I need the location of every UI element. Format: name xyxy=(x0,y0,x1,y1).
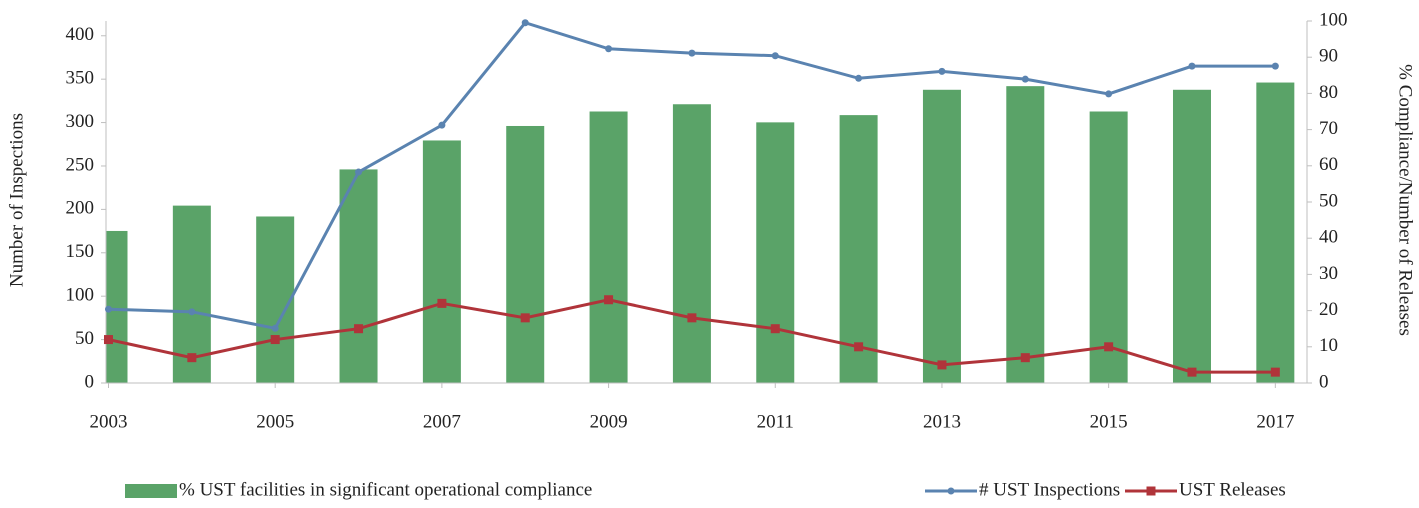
bar xyxy=(756,122,795,384)
x-tick-label: 2003 xyxy=(90,411,128,432)
x-tick-label: 2013 xyxy=(923,411,961,432)
bar xyxy=(1172,89,1211,383)
y-axis-title: Number of Inspections xyxy=(6,113,27,287)
bar xyxy=(922,89,961,383)
y-tick-label: 100 xyxy=(66,285,95,306)
legend-marker xyxy=(947,487,955,495)
y2-axis-title: % Compliance/Number of Releases xyxy=(1395,64,1416,336)
legend-label: # UST Inspections xyxy=(979,479,1120,500)
y2-tick-label: 100 xyxy=(1319,9,1348,30)
legend-marker xyxy=(1146,486,1156,496)
y2-tick-label: 70 xyxy=(1319,118,1338,139)
y2-tick-label: 80 xyxy=(1319,82,1338,103)
legend-label: % UST facilities in significant operatio… xyxy=(179,479,592,500)
marker xyxy=(438,121,446,129)
marker xyxy=(938,67,946,75)
y-tick-label: 400 xyxy=(66,24,95,45)
bar xyxy=(1006,86,1045,383)
bar xyxy=(422,140,461,383)
bar xyxy=(339,169,378,383)
bar xyxy=(589,111,628,383)
marker xyxy=(687,313,697,323)
legend-label: UST Releases xyxy=(1179,479,1286,500)
y2-tick-label: 10 xyxy=(1319,335,1338,356)
marker xyxy=(437,298,447,308)
x-tick-label: 2007 xyxy=(423,411,461,432)
y-tick-label: 300 xyxy=(66,111,95,132)
x-tick-label: 2015 xyxy=(1090,411,1128,432)
marker xyxy=(854,342,864,352)
x-tick-label: 2009 xyxy=(590,411,628,432)
y-tick-label: 350 xyxy=(66,68,95,89)
y-tick-label: 150 xyxy=(66,241,95,262)
marker xyxy=(520,313,530,323)
marker xyxy=(937,360,947,370)
marker xyxy=(1021,75,1029,83)
y2-tick-label: 40 xyxy=(1319,227,1338,248)
y2-tick-label: 60 xyxy=(1319,154,1338,175)
bar-group xyxy=(106,82,1295,384)
marker xyxy=(271,324,279,332)
bar xyxy=(1256,82,1295,383)
y2-tick-label: 50 xyxy=(1319,190,1338,211)
x-tick-label: 2011 xyxy=(757,411,794,432)
bar xyxy=(106,230,128,383)
legend-swatch xyxy=(125,484,177,498)
marker xyxy=(521,19,529,27)
y2-tick-label: 90 xyxy=(1319,46,1338,67)
marker xyxy=(104,335,114,345)
y2-tick-label: 20 xyxy=(1319,299,1338,320)
marker xyxy=(1104,342,1114,352)
marker xyxy=(1270,367,1280,377)
marker xyxy=(355,168,363,176)
bar xyxy=(839,115,878,384)
bar xyxy=(256,216,295,383)
marker xyxy=(1020,353,1030,363)
y-tick-label: 50 xyxy=(75,328,94,349)
marker xyxy=(604,295,614,305)
marker xyxy=(270,335,280,345)
y-tick-label: 250 xyxy=(66,154,95,175)
marker xyxy=(605,45,613,53)
marker xyxy=(188,308,196,316)
marker xyxy=(1187,367,1197,377)
bar xyxy=(672,104,711,383)
marker xyxy=(1271,62,1279,70)
bar xyxy=(1089,111,1128,383)
marker xyxy=(105,305,113,313)
y-tick-label: 0 xyxy=(85,371,95,392)
marker xyxy=(187,353,197,363)
marker xyxy=(1105,90,1113,98)
y2-tick-label: 0 xyxy=(1319,371,1329,392)
bar xyxy=(506,125,545,383)
marker xyxy=(688,49,696,57)
marker xyxy=(1188,62,1196,70)
marker xyxy=(770,324,780,334)
marker xyxy=(855,74,863,82)
y2-tick-label: 30 xyxy=(1319,263,1338,284)
y-tick-label: 200 xyxy=(66,198,95,219)
x-tick-label: 2017 xyxy=(1256,411,1294,432)
x-tick-label: 2005 xyxy=(256,411,294,432)
marker xyxy=(354,324,364,334)
marker xyxy=(771,52,779,60)
